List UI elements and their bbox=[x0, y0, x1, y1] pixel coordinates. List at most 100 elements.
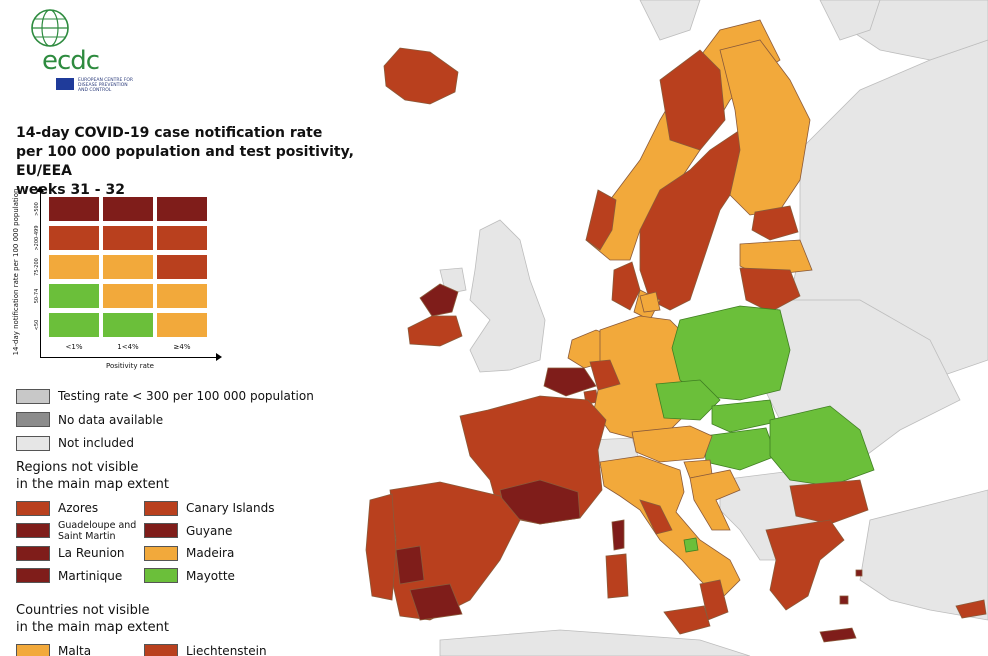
uk-mainland bbox=[469, 219, 546, 373]
legend-label: Guadeloupe and Saint Martin bbox=[58, 519, 137, 542]
regions-heading-line-2: in the main map extent bbox=[16, 477, 169, 492]
matrix-y-axis bbox=[40, 190, 41, 358]
norway-north-county[interactable] bbox=[659, 49, 726, 151]
map-title: 14-day COVID-19 case notification rate p… bbox=[16, 124, 396, 200]
matrix-x-tick: ≥4% bbox=[173, 343, 191, 351]
legend-swatch bbox=[16, 643, 50, 656]
north-africa bbox=[439, 629, 751, 656]
regions-heading: Regions not visible in the main map exte… bbox=[16, 459, 276, 493]
italy-central-region[interactable] bbox=[639, 499, 673, 535]
austria[interactable] bbox=[631, 425, 713, 463]
y-axis-arrow-icon bbox=[36, 186, 44, 192]
legend-label: No data available bbox=[58, 412, 164, 427]
matrix-cell bbox=[102, 312, 154, 338]
countries-heading-line-2: in the main map extent bbox=[16, 620, 169, 635]
matrix-x-label: Positivity rate bbox=[106, 362, 154, 370]
matrix-cell bbox=[48, 283, 100, 309]
legend-label: Testing rate < 300 per 100 000 populatio… bbox=[58, 389, 314, 403]
title-line-2: per 100 000 population and test positivi… bbox=[16, 144, 354, 179]
hungary[interactable] bbox=[703, 427, 777, 471]
greece[interactable] bbox=[765, 519, 845, 611]
legend-swatch bbox=[16, 545, 50, 561]
finland[interactable] bbox=[719, 39, 811, 216]
eu-flag-icon bbox=[56, 78, 74, 90]
legend-swatch bbox=[16, 568, 50, 584]
legend-label: Martinique bbox=[58, 568, 123, 583]
legend-item: Guadeloupe and Saint Martin bbox=[16, 519, 138, 542]
cyprus[interactable] bbox=[955, 599, 987, 619]
legend-item: Guyane bbox=[144, 522, 232, 540]
denmark-islands[interactable] bbox=[639, 291, 661, 313]
matrix-cell bbox=[102, 225, 154, 251]
matrix-y-tick: >500 bbox=[34, 202, 40, 216]
legend-label: Guyane bbox=[186, 523, 233, 538]
matrix-cell bbox=[156, 196, 208, 222]
legend-item: Azores bbox=[16, 499, 98, 517]
regions-heading-line-1: Regions not visible bbox=[16, 460, 139, 475]
croatia[interactable] bbox=[689, 469, 741, 531]
legend-swatch bbox=[16, 435, 50, 451]
matrix-x-tick: <1% bbox=[65, 343, 83, 351]
corsica[interactable] bbox=[611, 519, 625, 551]
italy-south-region[interactable] bbox=[699, 579, 729, 621]
matrix-x-axis bbox=[40, 357, 218, 358]
logo-word: ecdc bbox=[42, 46, 100, 76]
matrix-y-label: 14-day notification rate per 100 000 pop… bbox=[12, 188, 20, 356]
legend-label: Madeira bbox=[186, 546, 235, 561]
matrix-y-tick: >200-499 bbox=[34, 225, 40, 251]
lithuania[interactable] bbox=[739, 267, 801, 313]
ireland-south[interactable] bbox=[407, 315, 463, 347]
legend-item: La Reunion bbox=[16, 544, 125, 562]
matrix-cell bbox=[102, 254, 154, 280]
matrix-cell bbox=[48, 254, 100, 280]
italy-green-region[interactable] bbox=[683, 537, 699, 553]
norway-west-county[interactable] bbox=[585, 189, 617, 251]
denmark[interactable] bbox=[611, 261, 641, 311]
legend-swatch bbox=[144, 643, 178, 656]
sicily[interactable] bbox=[663, 605, 711, 635]
poland[interactable] bbox=[671, 305, 791, 401]
spain-central-region[interactable] bbox=[395, 545, 425, 585]
sardinia[interactable] bbox=[605, 553, 629, 599]
portugal[interactable] bbox=[365, 493, 397, 601]
germany-west-state[interactable] bbox=[589, 359, 621, 391]
matrix-y-tick: 75-200 bbox=[34, 258, 40, 276]
legend-label: Canary Islands bbox=[186, 501, 275, 515]
matrix-cell bbox=[156, 283, 208, 309]
legend-item: Testing rate < 300 per 100 000 populatio… bbox=[16, 387, 314, 405]
legend-swatch bbox=[144, 545, 178, 561]
legend-swatch bbox=[16, 388, 50, 404]
slovakia[interactable] bbox=[711, 399, 777, 433]
positivity-matrix bbox=[48, 196, 212, 340]
legend-item: Malta bbox=[16, 642, 91, 656]
estonia[interactable] bbox=[751, 205, 799, 241]
legend-item: Madeira bbox=[144, 544, 234, 562]
turkey bbox=[859, 489, 988, 621]
globe-icon bbox=[31, 9, 69, 47]
spain-south-region[interactable] bbox=[409, 583, 463, 621]
legend-swatch bbox=[16, 523, 50, 539]
logo-subtitle: EUROPEAN CENTRE FOR DISEASE PREVENTION A… bbox=[78, 78, 133, 93]
legend-label: La Reunion bbox=[58, 546, 125, 561]
legend-label: Not included bbox=[58, 436, 134, 450]
czechia[interactable] bbox=[655, 379, 721, 421]
matrix-cell bbox=[48, 312, 100, 338]
bulgaria[interactable] bbox=[789, 479, 869, 525]
matrix-cell bbox=[102, 196, 154, 222]
ecdc-logo: ecdc EUROPEAN CENTRE FOR DISEASE PREVENT… bbox=[18, 6, 133, 93]
romania[interactable] bbox=[769, 405, 875, 487]
ireland-north[interactable] bbox=[419, 283, 459, 317]
legend-item: Mayotte bbox=[144, 567, 235, 585]
greek-islands[interactable] bbox=[819, 569, 863, 643]
legend-label: Azores bbox=[58, 501, 99, 515]
legend-item: Not included bbox=[16, 434, 134, 452]
greenland-fragment bbox=[639, 0, 701, 41]
legend-swatch bbox=[144, 568, 178, 584]
belgium[interactable] bbox=[543, 367, 597, 397]
matrix-y-tick: 50-74 bbox=[34, 288, 40, 304]
legend-label: Mayotte bbox=[186, 568, 235, 583]
legend-item: Martinique bbox=[16, 567, 122, 585]
iceland[interactable] bbox=[383, 47, 459, 105]
